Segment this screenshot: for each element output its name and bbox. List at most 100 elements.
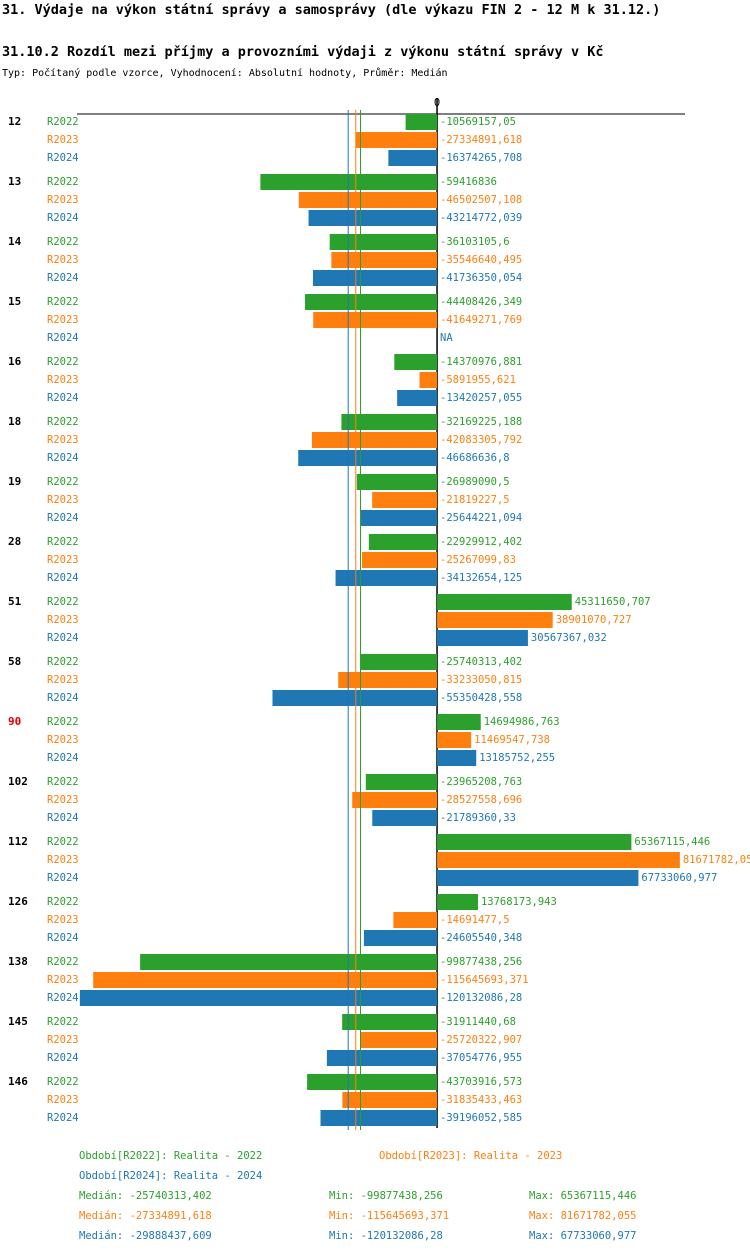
value-label: -25267099,83	[440, 554, 516, 566]
series-label: R2023	[47, 254, 79, 266]
stat-label: Medián: -29888437,609	[79, 1230, 212, 1242]
value-label: 30567367,032	[531, 632, 607, 644]
bar	[394, 354, 438, 370]
value-label: 45311650,707	[575, 596, 651, 608]
series-label: R2023	[47, 194, 79, 206]
value-label: -44408426,349	[440, 296, 522, 308]
series-label: R2022	[47, 956, 79, 968]
series-label: R2024	[47, 632, 79, 644]
legend-entry: Období[R2022]: Realita - 2022	[79, 1150, 262, 1162]
bar	[365, 774, 438, 790]
series-label: R2023	[47, 314, 79, 326]
series-label: R2022	[47, 416, 79, 428]
series-label: R2024	[47, 212, 79, 224]
bar	[312, 270, 438, 286]
group-label: 138	[8, 955, 28, 968]
series-label: R2024	[47, 332, 79, 344]
series-label: R2024	[47, 1112, 79, 1124]
bar	[363, 930, 438, 946]
group-label: 58	[8, 655, 21, 668]
group-label: 51	[8, 595, 22, 608]
bar	[360, 654, 438, 670]
value-label: -34132654,125	[440, 572, 522, 584]
stat-label: Max: 65367115,446	[529, 1190, 636, 1202]
series-label: R2023	[47, 1034, 79, 1046]
value-label: -99877438,256	[440, 956, 522, 968]
series-label: R2023	[47, 614, 79, 626]
series-label: R2024	[47, 392, 79, 404]
chart-note: Typ: Počítaný podle vzorce, Vyhodnocení:…	[2, 67, 448, 79]
group-label: 14	[8, 235, 22, 248]
bar	[360, 510, 438, 526]
legend-entry: Období[R2024]: Realita - 2024	[79, 1170, 262, 1182]
value-label: -21789360,33	[440, 812, 516, 824]
bar	[272, 690, 438, 706]
series-label: R2023	[47, 734, 79, 746]
value-label: 81671782,05	[683, 854, 750, 866]
bar	[311, 432, 438, 448]
value-label: -27334891,618	[440, 134, 522, 146]
group-label: 16	[8, 355, 22, 368]
series-label: R2023	[47, 134, 79, 146]
series-label: R2022	[47, 596, 79, 608]
value-label: -36103105,6	[440, 236, 510, 248]
value-label: -42083305,792	[440, 434, 522, 446]
series-label: R2024	[47, 452, 79, 464]
value-label: -10569157,05	[440, 116, 516, 128]
series-label: R2023	[47, 974, 79, 986]
bar	[326, 1050, 438, 1066]
series-label: R2022	[47, 1076, 79, 1088]
stat-label: Medián: -25740313,402	[79, 1190, 212, 1202]
bar	[355, 132, 438, 148]
value-label: NA	[440, 332, 453, 344]
series-label: R2022	[47, 836, 79, 848]
series-label: R2022	[47, 476, 79, 488]
series-label: R2022	[47, 536, 79, 548]
bar	[437, 834, 632, 850]
series-label: R2022	[47, 716, 79, 728]
bar	[361, 552, 438, 568]
bar	[352, 792, 438, 808]
value-label: -35546640,495	[440, 254, 522, 266]
value-label: -24605540,348	[440, 932, 522, 944]
series-label: R2023	[47, 794, 79, 806]
series-label: R2024	[47, 992, 79, 1004]
bar	[341, 414, 438, 430]
legend-entry: Období[R2023]: Realita - 2023	[379, 1150, 562, 1162]
value-label: -25740313,402	[440, 656, 522, 668]
series-label: R2022	[47, 236, 79, 248]
value-label: 67733060,977	[641, 872, 717, 884]
bar	[307, 1074, 438, 1090]
bar	[313, 312, 438, 328]
bar	[298, 192, 438, 208]
value-label: -32169225,188	[440, 416, 522, 428]
value-label: 13768173,943	[481, 896, 557, 908]
value-label: -23965208,763	[440, 776, 522, 788]
value-label: -22929912,402	[440, 536, 522, 548]
bar	[437, 870, 639, 886]
group-label: 13	[8, 175, 21, 188]
value-label: 65367115,446	[634, 836, 710, 848]
series-label: R2024	[47, 812, 79, 824]
bar	[342, 1092, 438, 1108]
value-label: -25644221,094	[440, 512, 522, 524]
group-label: 28	[8, 535, 21, 548]
bar	[405, 114, 438, 130]
series-label: R2024	[47, 152, 79, 164]
bar	[388, 150, 438, 166]
value-label: -59416836	[440, 176, 497, 188]
value-label: 14694986,763	[484, 716, 560, 728]
value-label: -43703916,573	[440, 1076, 522, 1088]
group-label: 126	[8, 895, 28, 908]
bar	[372, 492, 438, 508]
bar	[437, 594, 572, 610]
bar	[329, 234, 438, 250]
series-label: R2024	[47, 572, 79, 584]
group-label: 146	[8, 1075, 28, 1088]
stat-label: Min: -115645693,371	[329, 1210, 449, 1222]
value-label: -28527558,696	[440, 794, 522, 806]
series-label: R2024	[47, 932, 79, 944]
bar	[338, 672, 438, 688]
value-label: -46502507,108	[440, 194, 522, 206]
bar	[260, 174, 438, 190]
